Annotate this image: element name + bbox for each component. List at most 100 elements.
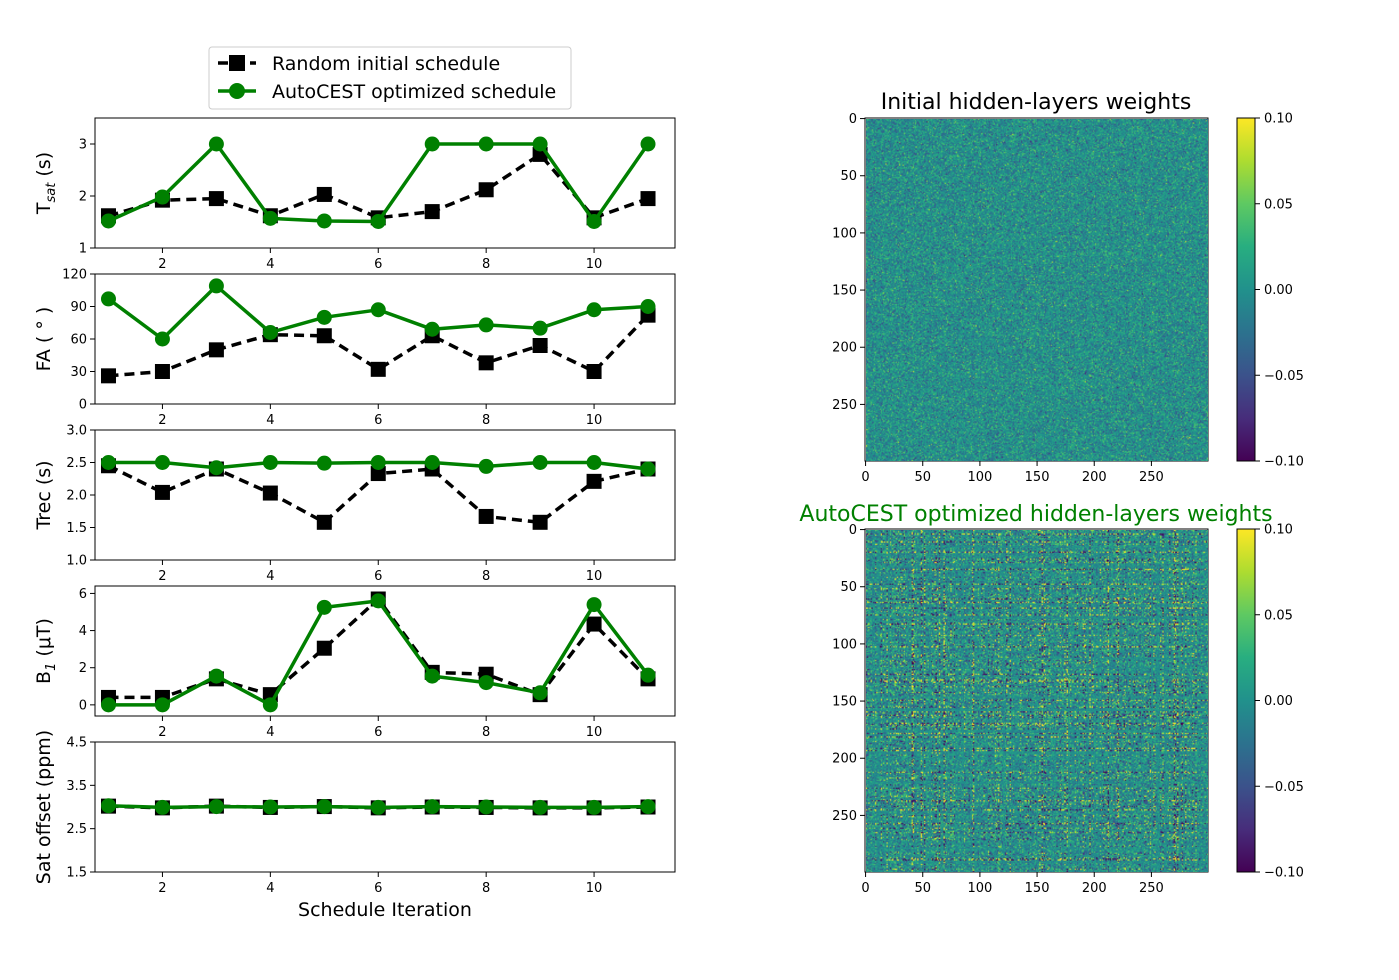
data-point-autocest xyxy=(478,799,494,815)
colorbar-tick-label: 0.00 xyxy=(1264,694,1293,709)
x-tick-label: 4 xyxy=(266,413,274,428)
data-point-autocest xyxy=(316,799,332,815)
y-tick-label: 1.0 xyxy=(66,554,87,569)
x-tick-label: 2 xyxy=(158,881,166,896)
axes-frame xyxy=(94,117,676,249)
y-tick-label: 0 xyxy=(849,112,857,127)
panel-fa: 0 30 60 90 120 2 4 6 8 10 FA ( ° ) xyxy=(33,268,676,428)
data-point-autocest xyxy=(208,460,224,476)
y-tick-label: 1.5 xyxy=(66,521,87,536)
data-point-random xyxy=(532,338,548,353)
legend-entry-autocest: AutoCEST optimized schedule xyxy=(218,81,556,103)
legend-marker-autocest xyxy=(229,83,245,99)
x-tick-label: 200 xyxy=(1082,881,1107,896)
x-tick-label: 8 xyxy=(482,725,490,740)
data-point-autocest xyxy=(100,291,116,307)
y-axis-label: B1 (μT) xyxy=(33,618,59,684)
data-point-autocest xyxy=(100,697,116,713)
data-point-autocest xyxy=(100,798,116,814)
data-point-random xyxy=(154,484,170,500)
y-tick-label: 4.5 xyxy=(66,736,87,751)
data-point-autocest xyxy=(154,189,170,205)
data-point-autocest xyxy=(262,455,278,470)
colorbar-tick-label: 0.00 xyxy=(1264,283,1293,298)
legend: Random initial schedule AutoCEST optimiz… xyxy=(208,46,572,110)
data-point-autocest xyxy=(100,213,116,229)
legend-entry-random: Random initial schedule xyxy=(218,53,500,75)
data-point-autocest xyxy=(370,593,386,609)
x-tick-label: 8 xyxy=(482,413,490,428)
data-point-autocest xyxy=(208,668,224,684)
heatmap-initial-title: Initial hidden-layers weights xyxy=(881,90,1192,115)
x-tick-label: 10 xyxy=(586,881,603,896)
colorbar-tick-label: −0.10 xyxy=(1264,866,1304,881)
y-axis-label: FA ( ° ) xyxy=(33,307,55,372)
y-axis-label: Tsat (s) xyxy=(33,152,59,215)
y-tick-label: 2.5 xyxy=(66,456,87,471)
data-point-random xyxy=(370,466,386,482)
data-point-autocest xyxy=(424,668,440,684)
x-tick-label: 2 xyxy=(158,569,166,584)
colorbar-optimized: 0.10 0.05 0.00 −0.05 −0.10 xyxy=(1236,523,1304,881)
data-point-random xyxy=(100,368,116,384)
y-tick-label: 1.5 xyxy=(66,866,87,881)
panel-sat-offset: 1.5 2.5 3.5 4.5 2 4 6 8 10 Sat offset (ppm) Schedu… xyxy=(33,730,676,921)
x-tick-label: 150 xyxy=(1025,470,1050,485)
data-point-random xyxy=(208,191,224,207)
y-tick-label: 50 xyxy=(840,580,857,595)
x-tick-label: 150 xyxy=(1025,881,1050,896)
series-line-autocest xyxy=(108,599,650,707)
x-tick-label: 250 xyxy=(1139,470,1164,485)
data-point-random xyxy=(478,182,494,198)
data-point-random xyxy=(586,364,602,379)
data-point-random xyxy=(478,508,494,524)
legend-marker-random xyxy=(229,55,245,71)
heatmap-optimized-image xyxy=(866,530,1208,872)
axes-frame xyxy=(94,429,676,561)
x-tick-label: 10 xyxy=(586,569,603,584)
y-tick-label: 0 xyxy=(79,398,87,413)
data-point-random xyxy=(424,204,440,220)
data-point-autocest xyxy=(424,321,440,337)
heatmap-initial-axes: 0 50 100 150 200 250 0 50 100 150 200 250 xyxy=(832,112,1209,485)
x-tick-label: 4 xyxy=(266,881,274,896)
y-tick-label: 150 xyxy=(832,695,857,710)
y-tick-label: 6 xyxy=(79,587,87,602)
data-point-random xyxy=(532,514,548,530)
x-tick-label: 6 xyxy=(374,413,382,428)
data-point-autocest xyxy=(316,309,332,325)
series-line-random xyxy=(108,152,649,220)
y-tick-label: 2 xyxy=(79,190,87,205)
axes-frame xyxy=(94,585,676,717)
heatmap-optimized-axes: 0 50 100 150 200 250 0 50 100 150 200 250 xyxy=(832,523,1209,896)
data-point-autocest xyxy=(478,675,494,691)
data-point-random xyxy=(586,473,602,489)
y-tick-label: 200 xyxy=(832,341,857,356)
y-tick-label: 200 xyxy=(832,752,857,767)
y-tick-label: 120 xyxy=(62,268,87,283)
x-tick-label: 100 xyxy=(967,881,992,896)
x-tick-label: 10 xyxy=(586,725,603,740)
data-point-random xyxy=(640,191,656,207)
data-point-autocest xyxy=(208,799,224,815)
data-point-autocest xyxy=(532,685,548,701)
panel-tsat: 1 2 3 2 4 6 8 10 Tsat (s) xyxy=(33,117,676,272)
colorbar-gradient xyxy=(1236,528,1256,873)
x-tick-label: 6 xyxy=(374,881,382,896)
data-point-autocest xyxy=(532,799,548,815)
data-point-autocest xyxy=(586,799,602,815)
data-point-autocest xyxy=(586,455,602,470)
colorbar-tick-label: 0.05 xyxy=(1264,197,1293,212)
x-tick-label: 100 xyxy=(967,470,992,485)
data-point-autocest xyxy=(478,317,494,333)
x-tick-label: 6 xyxy=(374,257,382,272)
y-axis-label: Trec (s) xyxy=(33,460,55,530)
data-point-autocest xyxy=(478,136,494,152)
series-line-random xyxy=(108,313,650,378)
data-point-autocest xyxy=(478,458,494,474)
data-point-autocest xyxy=(370,455,386,470)
data-point-autocest xyxy=(532,455,548,470)
data-point-random xyxy=(370,361,386,377)
data-point-autocest xyxy=(640,136,656,152)
data-point-autocest xyxy=(640,799,656,815)
